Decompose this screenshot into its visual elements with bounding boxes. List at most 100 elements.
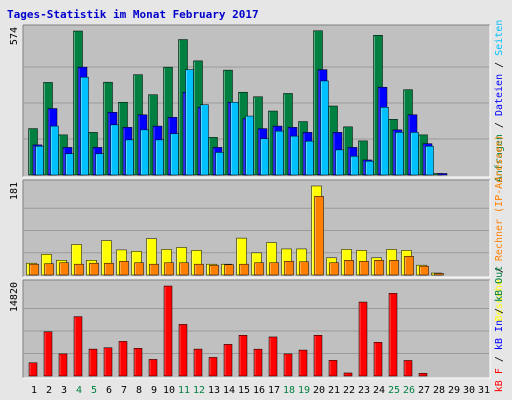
bar-top-2-day-27 [425,145,434,176]
bar-middle-1-day-22 [344,259,354,276]
day-label-28: 28 [433,385,445,396]
bar-middle-1-day-11 [179,262,189,276]
bar-top-2-day-8 [140,129,149,176]
bar-bottom-0-day-11 [178,324,188,377]
day-label-7: 7 [121,385,127,396]
bar-bottom-0-day-19 [298,349,308,377]
bar-top-2-day-3 [65,153,74,176]
bar-middle-1-day-2 [44,263,54,276]
bar-middle-1-day-28 [434,273,444,276]
bar-top-2-day-16 [260,138,269,176]
day-label-23: 23 [358,385,370,396]
panel-middle: 181 [9,179,491,278]
bar-bottom-0-day-8 [133,348,143,377]
bar-top-2-day-24 [380,107,389,176]
day-label-24: 24 [373,385,385,396]
day-label-31: 31 [478,385,490,396]
bar-middle-1-day-9 [149,263,159,276]
day-label-11: 11 [178,385,190,396]
bar-bottom-0-day-22 [343,372,353,377]
bar-bottom-0-day-12 [193,348,203,377]
bar-bottom-0-day-23 [358,301,368,377]
bar-bottom-0-day-15 [238,335,248,377]
day-label-30: 30 [463,385,475,396]
side-label-part: Dateien [494,74,505,116]
bar-middle-1-day-10 [164,262,174,276]
panel-top: 574 [9,24,491,178]
side-label-part: Besuche [494,279,505,321]
y-max-label: 181 [9,182,20,200]
bar-top-2-day-1 [35,145,44,176]
side-label-bottom: kB F / kB In / kB Out [494,266,505,392]
day-label-27: 27 [418,385,430,396]
bar-bottom-0-day-27 [418,373,428,377]
bar-top-2-day-11 [185,69,194,176]
bar-middle-1-day-5 [89,262,99,276]
day-label-16: 16 [253,385,265,396]
bar-bottom-0-day-4 [73,316,83,377]
side-label-part: Seiten [494,20,505,56]
day-label-13: 13 [208,385,220,396]
bar-bottom-0-day-26 [403,360,413,377]
chart-title: Tages-Statistik im Monat February 2017 [7,8,259,21]
bar-middle-1-day-1 [29,263,39,276]
day-label-14: 14 [223,385,235,396]
bar-bottom-0-day-24 [373,342,383,377]
day-label-4: 4 [76,385,82,396]
bar-top-2-day-15 [245,115,254,176]
day-label-19: 19 [298,385,310,396]
bar-middle-1-day-4 [74,263,84,276]
side-label-part: kB Out [494,266,505,302]
bar-top-2-day-21 [335,149,344,176]
bar-middle-1-day-19 [299,261,309,276]
bar-top-2-day-22 [350,155,359,176]
bar-top-2-day-4 [80,76,89,176]
bar-bottom-0-day-20 [313,335,323,377]
day-label-9: 9 [151,385,157,396]
series-seiten [35,69,434,176]
side-label-part: / [494,350,505,368]
series-rechner-ip-adressen- [29,196,444,276]
bar-top-2-day-5 [95,153,104,176]
bar-bottom-0-day-6 [103,347,113,377]
day-label-2: 2 [46,385,52,396]
bar-middle-1-day-26 [404,256,414,276]
y-max-label: 574 [9,27,20,45]
side-label-part: kB In [494,320,505,350]
bar-middle-1-day-18 [284,260,294,276]
day-label-18: 18 [283,385,295,396]
side-label-middle: Besuche / Rechner (IP-Adressen) [494,135,505,322]
side-label-part: / [494,116,505,134]
bar-bottom-0-day-5 [88,348,98,377]
chart-panels: 574 181 14820 [9,24,491,379]
bar-top-2-day-12 [200,104,209,176]
day-label-3: 3 [61,385,67,396]
side-label-part: / [494,302,505,320]
bar-top-2-day-26 [410,132,419,176]
bar-top-1-day-28 [437,173,448,176]
bar-bottom-0-day-16 [253,348,263,377]
day-label-26: 26 [403,385,415,396]
day-label-12: 12 [193,385,205,396]
bar-middle-1-day-3 [59,262,69,276]
bar-bottom-0-day-9 [148,359,158,377]
bar-top-2-day-23 [365,160,374,176]
bar-middle-1-day-21 [329,262,339,276]
bar-middle-1-day-12 [194,263,204,276]
day-label-17: 17 [268,385,280,396]
bar-middle-1-day-15 [239,263,249,276]
bar-middle-1-day-23 [359,260,369,276]
bar-top-2-day-20 [320,80,329,176]
side-label-part: Anfragen [494,134,505,182]
bar-bottom-0-day-13 [208,357,218,377]
side-label-part: kB F [494,368,505,392]
bar-middle-1-day-14 [224,264,234,276]
day-label-25: 25 [388,385,400,396]
day-label-10: 10 [163,385,175,396]
bar-middle-1-day-7 [119,260,129,276]
bar-bottom-0-day-10 [163,285,173,377]
side-label-top: Anfragen / Dateien / Seiten [494,20,505,183]
bar-middle-1-day-6 [104,262,114,276]
